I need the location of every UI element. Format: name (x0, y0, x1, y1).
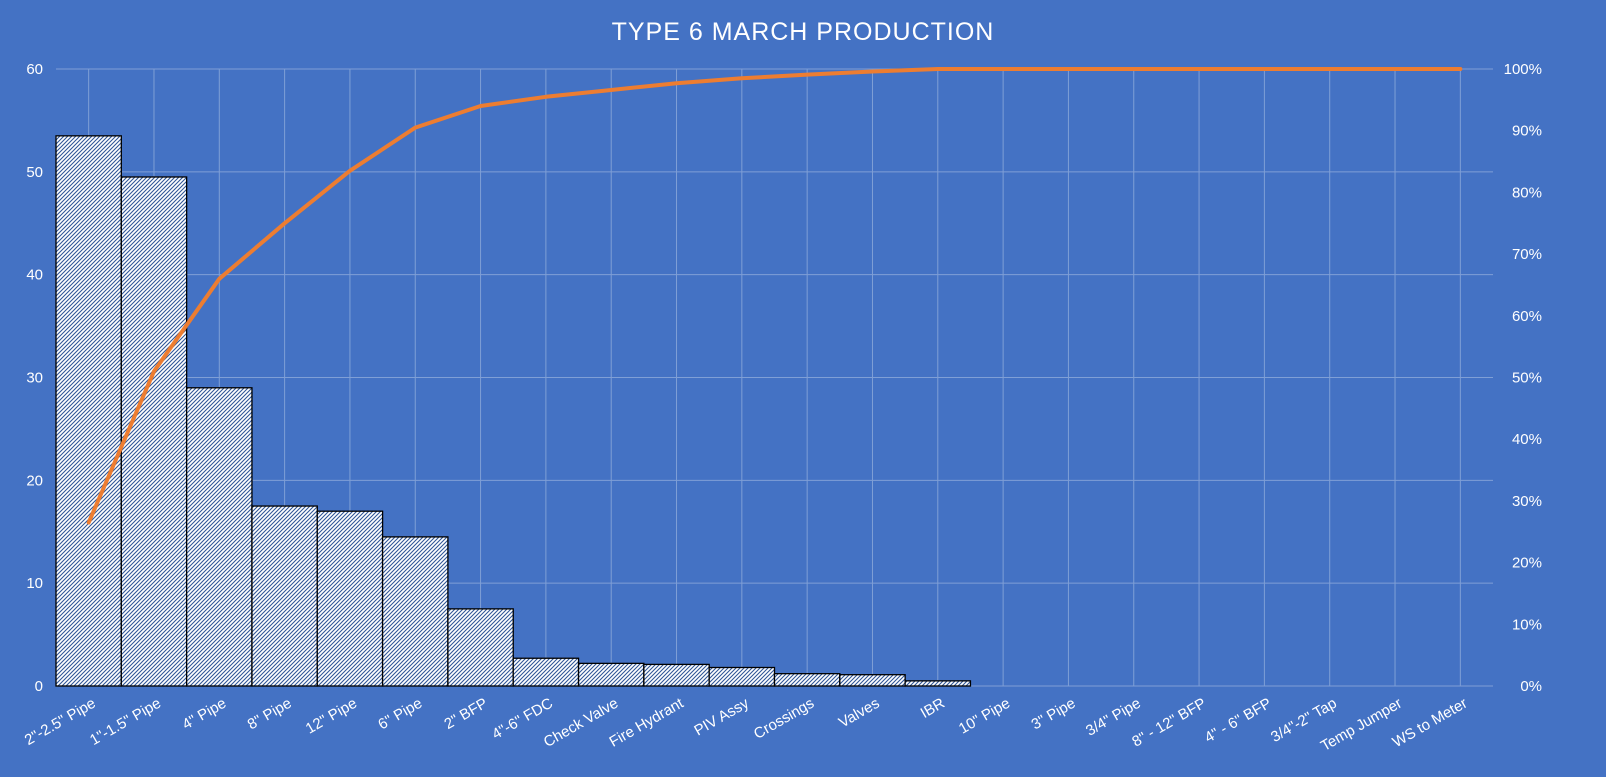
category-label: 2" BFP (441, 695, 490, 733)
bar (381, 536, 449, 687)
category-label: PIV Assy (691, 694, 752, 739)
left-tick-label: 30 (26, 370, 43, 387)
bar (577, 662, 645, 687)
right-tick-label: 80% (1512, 184, 1542, 201)
bar (512, 657, 580, 687)
category-label: 6" Pipe (375, 695, 425, 734)
category-label: 1"-1.5" Pipe (87, 695, 164, 749)
right-tick-label: 60% (1512, 308, 1542, 325)
right-tick-label: 0% (1520, 678, 1542, 695)
bar (773, 673, 841, 687)
category-label: 8" - 12" BFP (1129, 695, 1209, 751)
cumulative-line-series (86, 67, 1463, 525)
bar (447, 608, 514, 687)
right-y-axis: 0% 10% 20% 30% 40% 50% 60% 70% 80% 90% 100% (1504, 61, 1542, 695)
bar (708, 666, 776, 687)
category-label: Fire Hydrant (607, 694, 688, 750)
category-label: Check Valve (541, 695, 621, 751)
bar-series (55, 135, 972, 687)
right-tick-label: 90% (1512, 123, 1542, 140)
cumulative-line (86, 67, 1463, 525)
right-tick-label: 70% (1512, 246, 1542, 263)
left-tick-label: 40 (26, 267, 43, 284)
left-tick-label: 60 (26, 61, 43, 78)
right-tick-label: 30% (1512, 493, 1542, 510)
right-tick-label: 10% (1512, 616, 1542, 633)
category-label: Valves (836, 695, 883, 732)
bar (839, 674, 906, 687)
category-label: 3" Pipe (1028, 695, 1078, 734)
category-label: IBR (918, 695, 948, 722)
bar (643, 663, 710, 687)
left-tick-label: 10 (26, 575, 43, 592)
category-label: 12" Pipe (303, 695, 360, 738)
right-tick-label: 20% (1512, 555, 1542, 572)
bar (120, 176, 188, 687)
chart-title: TYPE 6 MARCH PRODUCTION (612, 18, 995, 46)
bar (316, 510, 384, 687)
category-label: 4" - 6" BFP (1202, 695, 1275, 747)
right-tick-label: 100% (1504, 61, 1542, 78)
category-label: 8" Pipe (245, 695, 295, 734)
bar (55, 135, 122, 687)
bar (185, 387, 253, 687)
right-tick-label: 40% (1512, 431, 1542, 448)
category-label: 4" Pipe (179, 695, 229, 734)
category-label: Crossings (751, 695, 817, 743)
category-label: 10" Pipe (956, 695, 1013, 738)
bar (251, 505, 318, 687)
left-tick-label: 50 (26, 164, 43, 181)
bar (904, 680, 972, 687)
category-label: WS to Meter (1390, 695, 1471, 751)
left-tick-label: 20 (26, 472, 43, 489)
left-tick-label: 0 (35, 678, 43, 695)
category-label: 2"-2.5" Pipe (22, 695, 99, 749)
left-y-axis: 0 10 20 30 40 50 60 (26, 61, 43, 695)
right-tick-label: 50% (1512, 370, 1542, 387)
